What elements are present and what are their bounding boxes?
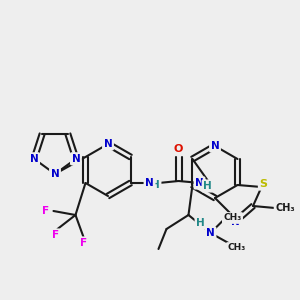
Text: H: H (151, 180, 160, 190)
Text: S: S (260, 179, 268, 189)
Text: N: N (206, 228, 215, 238)
Text: O: O (174, 144, 183, 154)
Text: F: F (52, 230, 59, 240)
Text: H: H (196, 218, 205, 228)
Text: N: N (231, 217, 239, 227)
Text: H: H (203, 181, 212, 191)
Text: CH₃: CH₃ (275, 203, 295, 213)
Text: N: N (51, 169, 59, 179)
Text: CH₃: CH₃ (224, 214, 242, 223)
Text: N: N (145, 178, 154, 188)
Text: N: N (211, 141, 219, 151)
Text: N: N (30, 154, 38, 164)
Text: N: N (195, 178, 204, 188)
Text: F: F (80, 238, 87, 248)
Text: N: N (71, 154, 80, 164)
Text: CH₃: CH₃ (227, 244, 246, 253)
Text: N: N (103, 139, 112, 149)
Text: F: F (42, 206, 49, 216)
